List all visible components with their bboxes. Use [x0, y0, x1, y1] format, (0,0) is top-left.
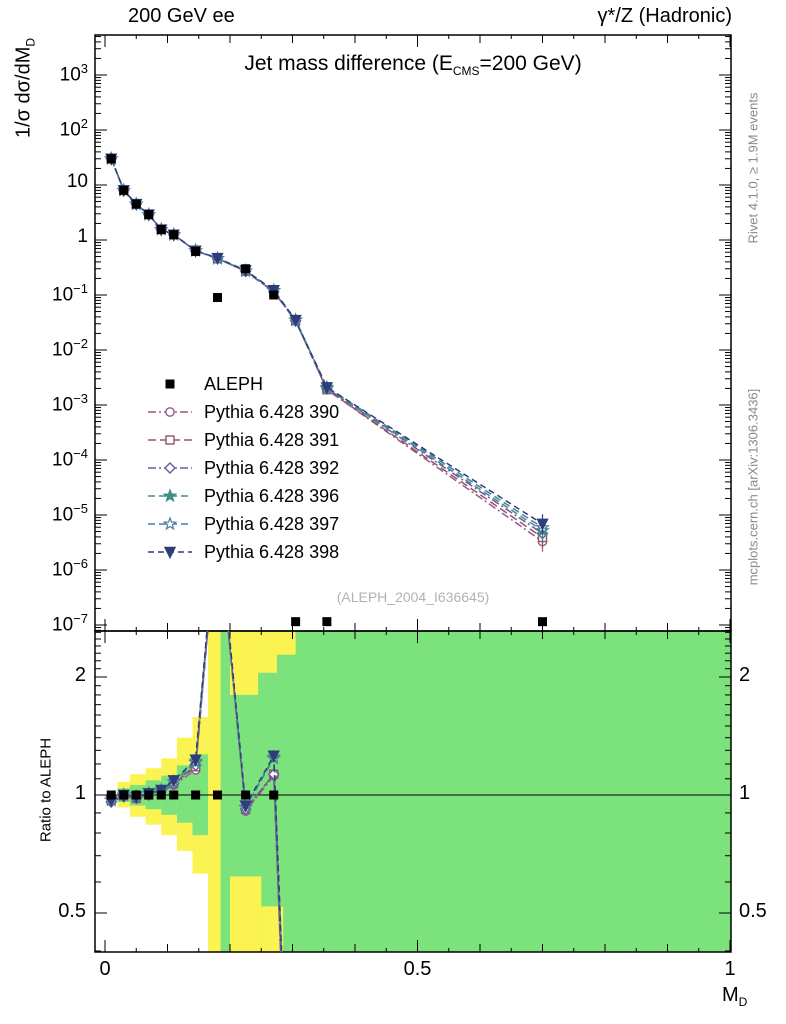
tick-label: 10−6 — [52, 556, 88, 581]
tick-label: 0.5 — [58, 900, 86, 922]
legend-marker-icon — [165, 379, 175, 389]
legend-item-label: Pythia 6.428 396 — [204, 485, 340, 506]
rivet-version-label: Rivet 4.1.0, ≥ 1.9M events — [745, 92, 761, 244]
tick-label: 0 — [99, 958, 111, 980]
tick-label: 2 — [739, 663, 751, 686]
tick-label: 1 — [739, 782, 751, 804]
legend-item: Pythia 6.428 397 — [146, 510, 339, 538]
tick-label: 0.5 — [403, 958, 432, 980]
main-y-axis-label-subscript: D — [23, 37, 38, 47]
tick-label: 1 — [74, 782, 86, 804]
legend-marker-icon — [148, 516, 192, 531]
legend-item-label: Pythia 6.428 392 — [204, 457, 340, 478]
tick-label: 1 — [724, 958, 736, 980]
ratio-uncertainty-bands — [117, 631, 731, 952]
tick-label: 10−3 — [52, 391, 88, 416]
aleph-ratio-points — [106, 790, 279, 800]
legend-item: Pythia 6.428 391 — [146, 426, 339, 454]
plot-title-suffix: =200 GeV) — [479, 52, 582, 75]
legend-item: Pythia 6.428 396 — [146, 482, 339, 510]
aleph-data-points — [106, 154, 547, 627]
tick-label: 102 — [59, 116, 88, 141]
legend-item-label: Pythia 6.428 390 — [204, 401, 340, 422]
ratio-panel-frame — [94, 630, 732, 953]
axis-ticks — [95, 35, 731, 952]
beam-energy-label: 200 GeV ee — [128, 5, 235, 27]
legend-item: Pythia 6.428 390 — [146, 398, 339, 426]
x-axis-label-text: M — [722, 984, 739, 1006]
legend-marker-icon — [148, 546, 192, 560]
legend-item: Pythia 6.428 392 — [146, 454, 339, 482]
legend: ALEPH Pythia 6.428 390 Pythia 6.428 391 Pyt… — [146, 370, 339, 566]
tick-label: 10 — [66, 171, 88, 192]
mcplots-reference-label: mcplots.cern.ch [arXiv:1306.3436] — [745, 388, 761, 586]
plot-title-text: Jet mass difference (E — [244, 52, 453, 75]
tick-label: 10−7 — [52, 611, 88, 636]
legend-item-label: Pythia 6.428 391 — [204, 429, 340, 450]
legend-item: ALEPH — [146, 370, 339, 398]
legend-marker-icon — [148, 462, 192, 474]
plot-title-subscript: CMS — [452, 64, 480, 79]
tick-label: 2 — [74, 663, 86, 686]
legend-item-label: Pythia 6.428 398 — [204, 541, 340, 562]
tick-label: 10−5 — [52, 501, 88, 526]
tick-label: 10−1 — [52, 281, 88, 306]
legend-item-label: Pythia 6.428 397 — [204, 513, 340, 534]
process-label: γ*/Z (Hadronic) — [597, 5, 732, 27]
x-axis-label-subscript: D — [738, 995, 748, 1009]
tick-label: 0.5 — [739, 900, 767, 922]
legend-marker-icon — [148, 435, 192, 445]
plot-title: Jet mass difference (ECMS=200 GeV) — [95, 52, 731, 78]
tick-label: 10−4 — [52, 446, 88, 471]
tick-label: 10−2 — [52, 336, 88, 361]
tick-label: 103 — [59, 61, 88, 86]
legend-item: Pythia 6.428 398 — [146, 538, 339, 566]
legend-marker-icon — [148, 488, 192, 503]
legend-marker-icon — [148, 407, 192, 417]
analysis-id-watermark: (ALEPH_2004_I636645) — [336, 589, 490, 605]
tick-label: 1 — [77, 226, 88, 247]
x-axis-label: MD — [722, 984, 747, 1009]
legend-item-label: ALEPH — [204, 373, 264, 394]
